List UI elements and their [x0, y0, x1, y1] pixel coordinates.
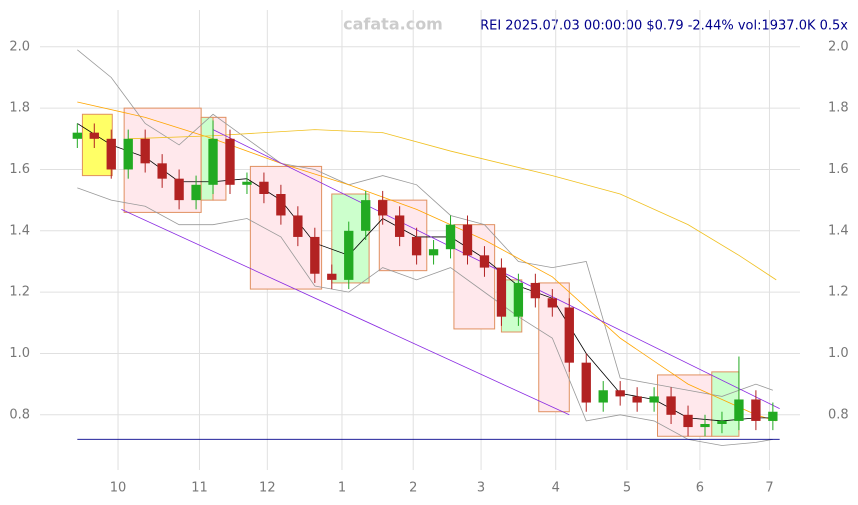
candle-body: [496, 267, 507, 317]
candle-body: [394, 215, 405, 237]
candle-body: [598, 390, 608, 403]
overlay-line: [212, 129, 780, 410]
candle-body: [344, 230, 354, 280]
candle-body: [123, 138, 133, 170]
y-tick-label-right: 1.2: [828, 285, 849, 300]
x-tick-label: 11: [191, 481, 208, 496]
y-tick-label-right: 1.0: [828, 346, 849, 361]
candle-body: [174, 178, 184, 201]
candle-body: [462, 224, 473, 256]
y-tick-label-right: 2.0: [828, 39, 849, 54]
x-tick-label: 10: [110, 481, 127, 496]
x-tick-label: 6: [696, 481, 704, 496]
candle-body: [276, 194, 286, 216]
candle-body: [445, 224, 456, 250]
candle-body: [225, 138, 235, 185]
candle-body: [734, 399, 744, 421]
candle-body: [751, 399, 761, 421]
y-tick-label: 1.2: [9, 285, 30, 300]
y-tick-label: 1.6: [9, 162, 30, 177]
y-tick-label-right: 0.8: [828, 407, 849, 422]
x-tick-label: 1: [338, 481, 346, 496]
y-tick-label-right: 1.6: [828, 162, 849, 177]
y-tick-label: 2.0: [9, 39, 30, 54]
x-tick-label: 12: [259, 481, 276, 496]
candle-body: [700, 424, 710, 428]
x-tick-label: 7: [765, 481, 773, 496]
y-tick-label-right: 1.4: [828, 223, 849, 238]
candle-body: [293, 215, 303, 237]
candle-body: [140, 138, 150, 164]
candle-body: [361, 200, 371, 231]
candle-body: [157, 163, 167, 179]
chart-title: REI 2025.07.03 00:00:00 $0.79 -2.44% vol…: [480, 19, 848, 34]
candle-body: [649, 396, 659, 403]
candle-body: [615, 390, 625, 397]
range-box: [123, 107, 202, 213]
candle-body: [411, 236, 422, 256]
candle-body: [259, 181, 269, 194]
candle-body: [717, 420, 727, 424]
watermark: cafata.com: [343, 15, 443, 34]
plot: 0.8 0.8 1.0 1.0 1.2 1.2 1.4 1.4 1.6 1.6 1.8 1.8 2.0 2…: [9, 10, 849, 496]
candle-body: [72, 132, 82, 139]
range-box: [453, 224, 496, 330]
candle-body: [89, 132, 99, 139]
x-tick-label: 2: [409, 481, 417, 496]
candle-body: [242, 181, 252, 185]
candle-body: [106, 138, 116, 170]
x-tick-label: 4: [552, 481, 560, 496]
candle-body: [564, 307, 574, 363]
y-tick-label: 1.4: [9, 223, 30, 238]
y-tick-label: 1.8: [9, 101, 30, 116]
y-tick-label-right: 1.8: [828, 101, 849, 116]
candle-body: [208, 138, 218, 185]
y-tick-label: 0.8: [9, 407, 30, 422]
candle-body: [513, 282, 524, 317]
candle-body: [632, 396, 642, 403]
candle-body: [191, 184, 201, 201]
overlay-line: [77, 187, 773, 446]
x-tick-label: 5: [623, 481, 631, 496]
candle-body: [479, 255, 490, 268]
candle-body: [530, 282, 541, 299]
candle-body: [581, 362, 591, 403]
candle-body: [428, 249, 439, 256]
candle-body: [327, 273, 337, 280]
candle-body: [666, 396, 676, 415]
overlay-line: [128, 129, 777, 281]
candle-body: [378, 200, 388, 216]
y-tick-label: 1.0: [9, 346, 30, 361]
candle-body: [310, 236, 320, 274]
candle-body: [768, 411, 778, 421]
overlay-line: [121, 208, 570, 416]
x-tick-label: 3: [477, 481, 485, 496]
candle-body: [547, 298, 557, 308]
candle-body: [683, 414, 693, 428]
